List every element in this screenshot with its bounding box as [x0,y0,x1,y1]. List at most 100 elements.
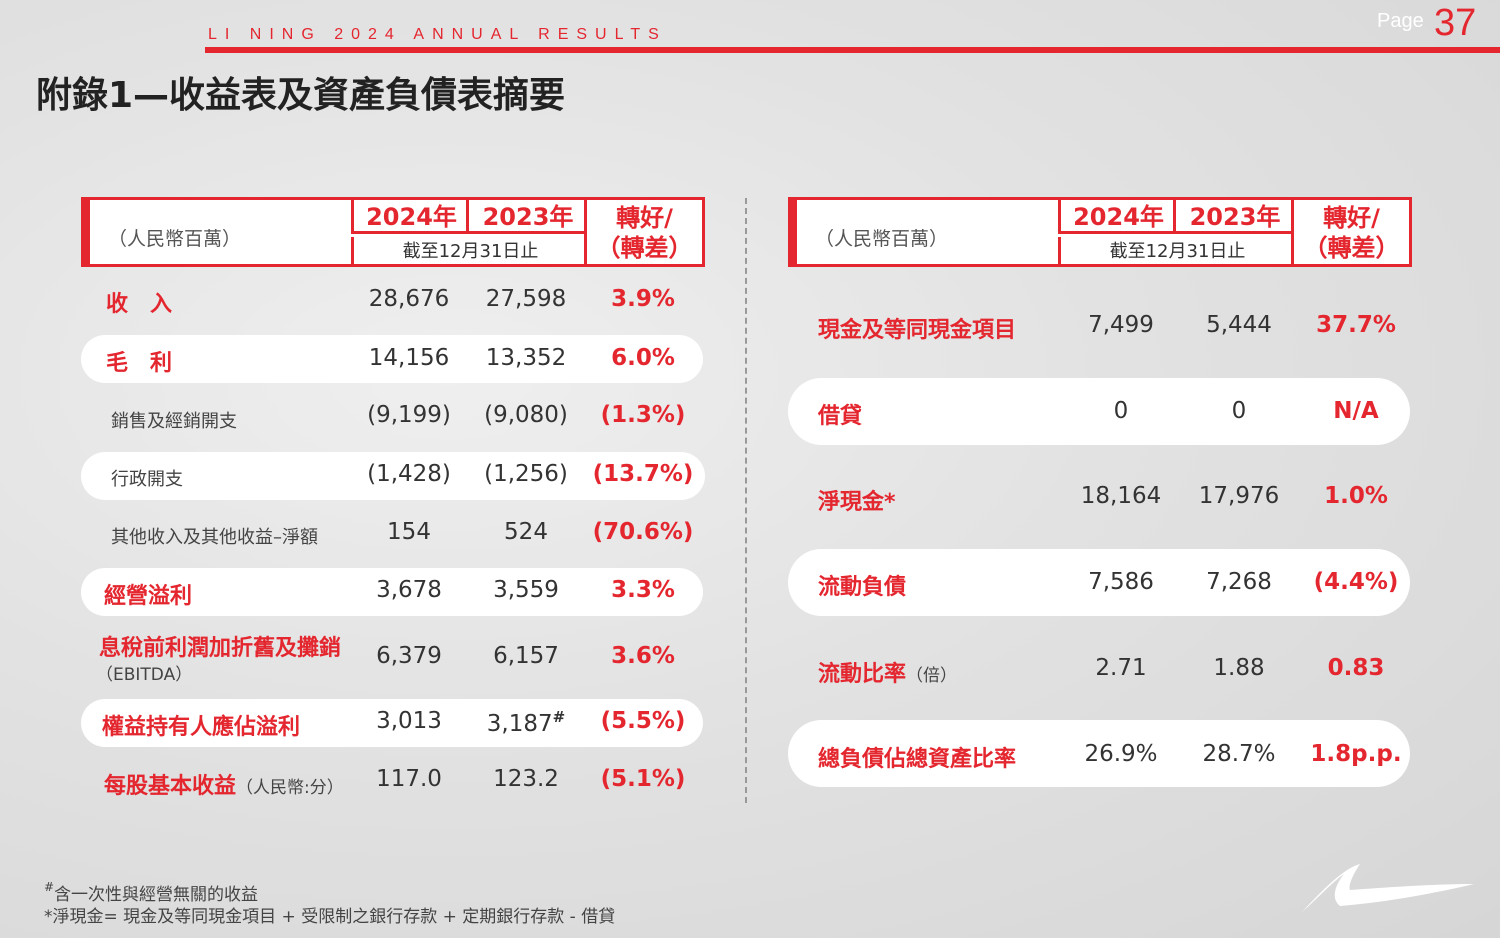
footnote-net-cash: *淨現金= 現金及等同現金項目 + 受限制之銀行存款 + 定期銀行存款 - 借貸 [44,907,616,927]
value-2023: 27,598 [485,286,567,312]
change-header-line2: （轉差） [596,234,693,262]
row-label: 現金及等同現金項目 [818,318,1017,343]
column-divider [745,198,747,803]
row-label: 銷售及經銷開支 [111,411,237,432]
change-header: 轉好/ （轉差） [584,200,702,264]
page-number: 37 [1434,2,1477,44]
value-2023: 17,976 [1198,483,1280,509]
value-change: (4.4%) [1313,569,1399,595]
row-label: 權益持有人應佔溢利 [102,715,301,740]
row-label: 借貸 [818,404,863,429]
running-title: LI NING 2024 ANNUAL RESULTS [208,26,667,43]
value-2023: 28.7% [1202,741,1276,767]
row-label: 息稅前利潤加折舊及攤銷 [99,636,342,661]
value-2024: 26.9% [1084,741,1158,767]
unit-label: （人民幣百萬） [815,228,949,250]
value-change: (70.6%) [592,519,694,545]
row-highlight [788,549,1410,616]
value-2024: 14,156 [368,345,450,371]
row-label: 經營溢利 [104,584,193,609]
row-label: 毛 利 [106,351,173,376]
value-2024: 0 [1113,398,1129,424]
value-change: (13.7%) [592,461,694,487]
value-2024: 18,164 [1080,483,1162,509]
value-2023: (9,080) [484,402,568,428]
value-2023: 1.88 [1213,655,1265,681]
value-2024: 2.71 [1095,655,1147,681]
value-2023: 7,268 [1206,569,1272,595]
row-highlight [81,335,703,383]
row-highlight [788,720,1410,787]
value-2023: (1,256) [484,461,568,487]
value-2024: 3,678 [376,577,442,603]
row-label: 其他收入及其他收益–淨額 [111,527,318,548]
year-2023-header: 2023年 [466,200,587,234]
row-label: 每股基本收益 [104,774,237,799]
row-label: 淨現金* [818,490,896,515]
period-label: 截至12月31日止 [351,237,587,267]
value-change: 37.7% [1316,312,1396,338]
value-change: 1.0% [1324,483,1388,509]
value-2024: 7,586 [1088,569,1154,595]
page-title: 附錄1—收益表及資產負債表摘要 [36,75,566,116]
row-highlight [81,568,703,616]
value-change: 6.0% [611,345,675,371]
row-highlight [81,452,705,500]
change-header-line1: 轉好/ [616,204,673,232]
header-rule [205,47,1500,53]
value-2023: 5,444 [1206,312,1272,338]
value-change: (5.1%) [600,766,686,792]
footnote-mark: # [44,880,55,894]
value-change: 3.9% [611,286,675,312]
value-2023: 0 [1231,398,1247,424]
unit-label: （人民幣百萬） [108,228,242,250]
value-2023-text: 3,187 [486,711,553,737]
header-accent [81,197,90,267]
value-2024: 28,676 [368,286,450,312]
value-2024: (9,199) [367,402,451,428]
value-2023: 13,352 [485,345,567,371]
value-change: N/A [1333,398,1379,424]
row-label-group: 流動比率（倍） [818,656,957,688]
value-2024: (1,428) [367,461,451,487]
change-header-line2: （轉差） [1303,234,1400,262]
li-ning-logo-icon [1300,862,1476,918]
left-table-header: （人民幣百萬） 2024年 2023年 截至12月31日止 轉好/ （轉差） [81,197,705,267]
value-2024: 3,013 [376,708,442,734]
value-change: 0.83 [1327,655,1385,681]
row-label: 收 入 [106,292,173,317]
period-label: 截至12月31日止 [1058,237,1294,267]
value-change: 1.8p.p. [1310,741,1402,767]
value-2023: 6,157 [493,643,559,669]
row-label: 行政開支 [111,469,183,490]
row-sublabel: （人民幣:分） [236,778,344,798]
page-label: Page [1377,10,1424,32]
value-2023: 3,187# [468,708,584,737]
row-label: 流動負債 [818,575,907,600]
value-2023: 3,559 [493,577,559,603]
value-2024: 117.0 [376,766,442,792]
value-2024: 154 [387,519,431,545]
change-header-line1: 轉好/ [1323,204,1380,232]
row-label: 總負債佔總資產比率 [818,747,1017,772]
row-sublabel: （EBITDA） [96,665,193,685]
year-2024-header: 2024年 [351,200,469,234]
year-2024-header: 2024年 [1058,200,1176,234]
change-header: 轉好/ （轉差） [1291,200,1409,264]
footnote-mark: # [552,708,566,726]
row-highlight [81,699,703,747]
value-change: 3.3% [611,577,675,603]
value-2023: 123.2 [493,766,559,792]
year-2023-header: 2023年 [1173,200,1294,234]
header-accent [788,197,797,267]
row-label-group: 每股基本收益（人民幣:分） [104,768,344,800]
value-2023: 524 [504,519,548,545]
value-change: (5.5%) [600,708,686,734]
value-2024: 7,499 [1088,312,1154,338]
footnote-text: 含一次性與經營無關的收益 [54,885,259,905]
value-change: (1.3%) [600,402,686,428]
footnote-one-off-gain: #含一次性與經營無關的收益 [44,880,258,905]
row-label: 流動比率 [818,662,907,687]
row-sublabel: （倍） [906,666,958,686]
right-table-header: （人民幣百萬） 2024年 2023年 截至12月31日止 轉好/ （轉差） [788,197,1412,267]
